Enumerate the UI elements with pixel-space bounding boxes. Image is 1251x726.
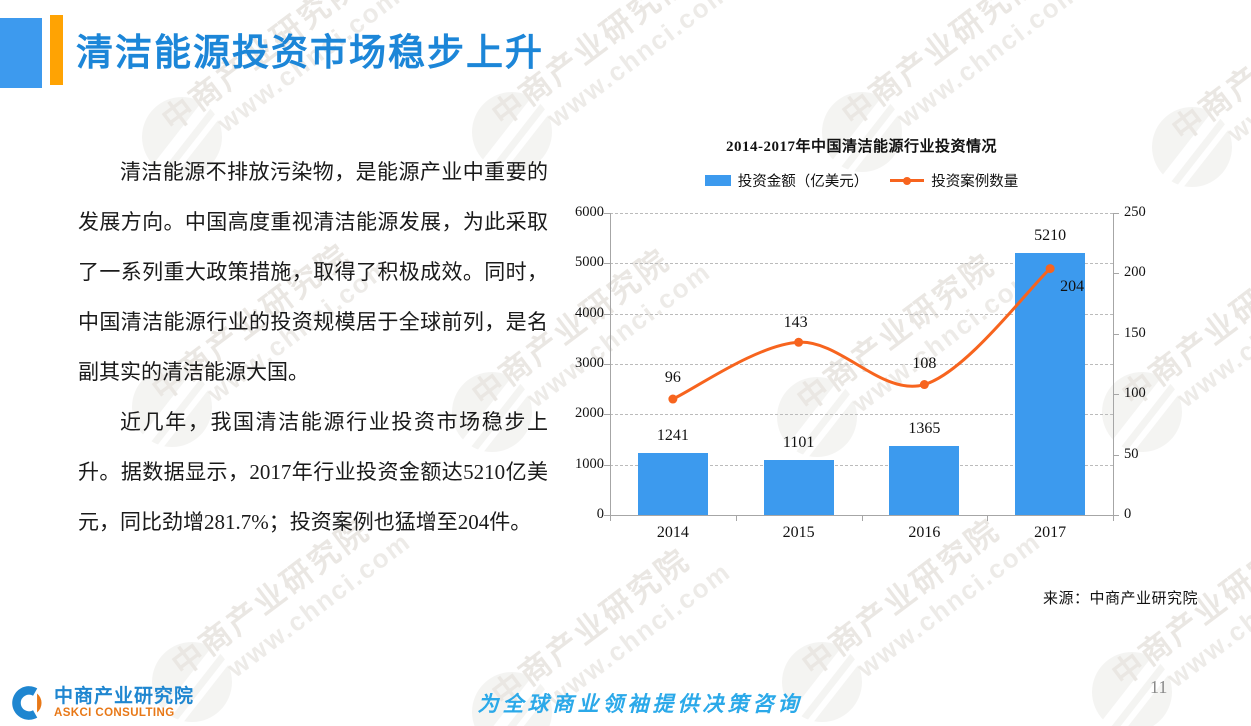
bar-2017 bbox=[1015, 252, 1086, 515]
header-accent-bar bbox=[50, 15, 63, 85]
left-axis-tick-label: 3000 bbox=[575, 355, 604, 371]
chart-legend: 投资金额（亿美元） 投资案例数量 bbox=[610, 170, 1113, 191]
page-number: 11 bbox=[1150, 677, 1168, 697]
bar-2015 bbox=[763, 459, 834, 515]
chart-source: 来源：中商产业研究院 bbox=[1042, 591, 1198, 607]
x-axis-tick bbox=[1113, 515, 1114, 521]
left-axis-tick-label: 4000 bbox=[575, 304, 604, 321]
x-axis-category-label: 2016 bbox=[908, 524, 941, 541]
line-marker bbox=[668, 394, 678, 404]
gridline bbox=[610, 464, 1113, 466]
footer-slogan: 为全球商业领袖提供决策咨询 bbox=[477, 692, 803, 716]
bar-value-label: 5210 bbox=[1034, 226, 1067, 244]
bar-value-label: 1365 bbox=[908, 420, 941, 438]
line-value-label: 96 bbox=[664, 369, 681, 387]
right-axis-tick bbox=[1113, 394, 1119, 396]
right-axis-tick bbox=[1113, 213, 1119, 214]
left-axis-tick-label: 1000 bbox=[575, 455, 604, 472]
right-axis-tick bbox=[1113, 454, 1119, 456]
x-axis-tick bbox=[861, 515, 863, 521]
x-axis-tick bbox=[735, 515, 737, 521]
legend-label-investment-amount: 投资金额（亿美元） bbox=[737, 174, 869, 190]
left-axis-tick bbox=[604, 313, 610, 315]
line-value-label: 204 bbox=[1060, 277, 1085, 295]
bar-2016 bbox=[889, 446, 960, 515]
bar-value-label: 1101 bbox=[782, 433, 815, 451]
legend-line-swatch-icon bbox=[890, 176, 925, 185]
left-axis-line bbox=[610, 213, 611, 516]
chart: 2014-2017年中国清洁能源行业投资情况 投资金额（亿美元） 投资案例数量 … bbox=[570, 133, 1215, 613]
right-axis-line bbox=[1113, 213, 1114, 516]
right-axis-tick bbox=[1113, 273, 1119, 275]
line-marker bbox=[1045, 264, 1055, 274]
company-logo-title: 中商产业研究院 bbox=[54, 686, 195, 707]
gridline bbox=[610, 414, 1113, 416]
left-axis-tick bbox=[604, 364, 610, 365]
right-axis-tick bbox=[1113, 333, 1119, 335]
company-logo-icon bbox=[12, 686, 42, 720]
header-accent-square bbox=[0, 18, 42, 88]
gridline bbox=[610, 364, 1113, 365]
left-axis-tick bbox=[604, 414, 610, 416]
legend-item-investment-amount: 投资金额（亿美元） bbox=[704, 170, 869, 191]
x-axis-category-label: 2014 bbox=[656, 524, 689, 541]
bar-2014 bbox=[637, 452, 708, 515]
right-axis-tick-label: 250 bbox=[1124, 204, 1146, 220]
company-logo-text: 中商产业研究院 ASKCI CONSULTING bbox=[54, 686, 194, 720]
legend-bar-swatch-icon bbox=[704, 175, 731, 186]
line-value-label: 108 bbox=[912, 354, 937, 372]
line-series bbox=[668, 264, 1055, 404]
plot-area: 1241 1101 1365 5210 96 143 108 204 bbox=[610, 213, 1113, 515]
paragraph-1: 清洁能源不排放污染物，是能源产业中重要的发展方向。中国高度重视清洁能源发展，为此… bbox=[78, 160, 548, 384]
chart-title: 2014-2017年中国清洁能源行业投资情况 bbox=[726, 139, 997, 155]
line-marker bbox=[919, 380, 929, 390]
company-logo-subtitle: ASKCI CONSULTING bbox=[54, 707, 175, 719]
company-logo: 中商产业研究院 ASKCI CONSULTING bbox=[10, 684, 194, 722]
right-axis-tick-label: 100 bbox=[1124, 385, 1146, 402]
left-axis-tick bbox=[604, 464, 610, 466]
left-axis-tick-label: 5000 bbox=[575, 254, 604, 271]
paragraph-2: 近几年，我国清洁能源行业投资市场稳步上升。据数据显示，2017年行业投资金额达5… bbox=[78, 410, 548, 534]
x-axis-category-label: 2015 bbox=[782, 524, 815, 541]
legend-item-case-count: 投资案例数量 bbox=[890, 170, 1018, 191]
right-axis-tick-label: 200 bbox=[1124, 264, 1146, 281]
left-axis-tick-label: 0 bbox=[596, 506, 604, 522]
line-value-label: 143 bbox=[783, 314, 808, 332]
legend-label-case-count: 投资案例数量 bbox=[931, 174, 1019, 190]
x-axis-category-label: 2017 bbox=[1034, 524, 1067, 541]
x-axis-tick bbox=[987, 515, 989, 521]
x-axis-tick bbox=[610, 515, 611, 521]
line-marker bbox=[794, 337, 804, 347]
gridline bbox=[610, 263, 1113, 265]
right-axis-tick-label: 0 bbox=[1124, 506, 1132, 522]
gridline bbox=[610, 313, 1113, 315]
right-axis-tick bbox=[1113, 515, 1119, 516]
left-axis-tick-label: 6000 bbox=[575, 204, 604, 220]
right-axis-tick-label: 150 bbox=[1124, 324, 1146, 341]
left-axis-tick bbox=[604, 515, 610, 516]
left-axis-tick bbox=[604, 263, 610, 265]
right-axis-tick-label: 50 bbox=[1124, 445, 1139, 462]
left-axis-tick-label: 2000 bbox=[575, 405, 604, 422]
page-title: 清洁能源投资市场稳步上升 bbox=[76, 33, 544, 74]
body-text: 清洁能源不排放污染物，是能源产业中重要的发展方向。中国高度重视清洁能源发展，为此… bbox=[78, 147, 548, 547]
gridline bbox=[610, 213, 1113, 214]
bar-value-label: 1241 bbox=[656, 426, 689, 444]
left-axis-tick bbox=[604, 213, 610, 214]
legend-dot-icon bbox=[903, 176, 912, 185]
